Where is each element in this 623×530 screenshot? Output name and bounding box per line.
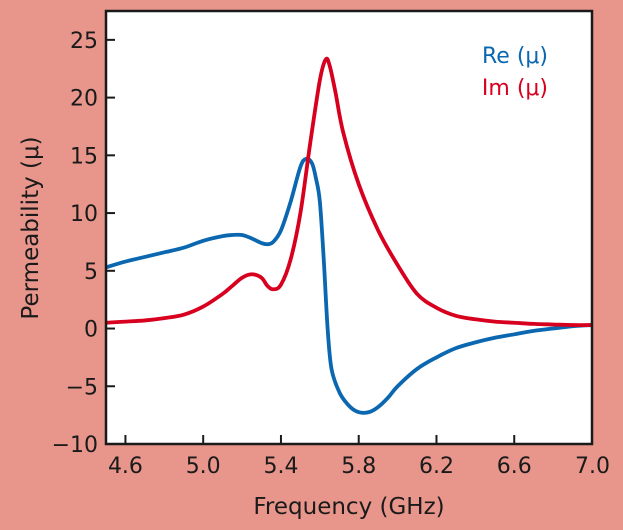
x-tick-label: 7.0 <box>575 454 610 479</box>
y-tick-label: −5 <box>66 375 98 400</box>
x-axis: 4.6 5.0 5.4 5.8 6.2 6.6 7.0 <box>108 435 610 479</box>
legend: Re (μ) Im (μ) <box>482 44 548 101</box>
legend-entry-im: Im (μ) <box>482 76 548 101</box>
y-tick-label: −10 <box>52 433 98 458</box>
x-tick-label: 6.6 <box>497 454 532 479</box>
legend-entry-re: Re (μ) <box>482 44 548 69</box>
x-tick-label: 6.2 <box>419 454 454 479</box>
series-line-re <box>106 156 592 415</box>
y-axis: −10 −5 0 5 10 15 20 25 <box>52 29 115 458</box>
y-tick-label: 0 <box>84 318 98 343</box>
x-tick-label: 4.6 <box>108 454 143 479</box>
y-tick-label: 20 <box>70 87 98 112</box>
y-tick-label: 15 <box>70 144 98 169</box>
y-tick-label: 25 <box>70 29 98 54</box>
plot-frame <box>104 9 594 446</box>
y-axis-title: Permeability (μ) <box>18 136 44 319</box>
x-tick-label: 5.0 <box>186 454 221 479</box>
x-tick-label: 5.4 <box>263 454 298 479</box>
plot-area <box>106 11 592 444</box>
x-tick-label: 5.8 <box>341 454 376 479</box>
y-tick-label: 5 <box>84 260 98 285</box>
series-line-im <box>106 56 592 328</box>
y-tick-label: 10 <box>70 202 98 227</box>
series-layer <box>106 56 592 415</box>
x-axis-title: Frequency (GHz) <box>253 494 444 520</box>
